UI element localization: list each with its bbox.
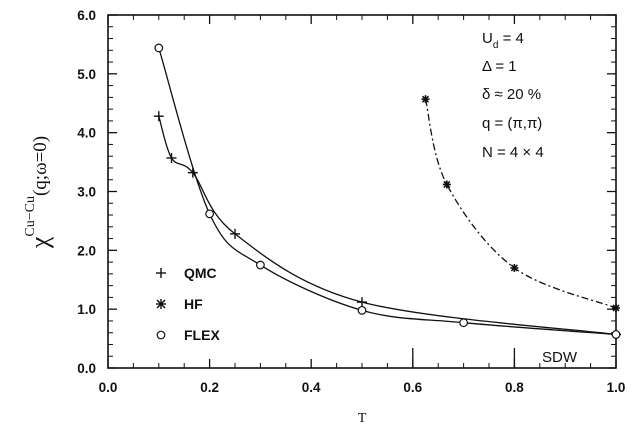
series-line-hf — [424, 98, 617, 309]
x-tick-label-3: 0.6 — [403, 380, 422, 395]
legend-label-hf: HF — [184, 296, 203, 312]
plot-frame — [107, 14, 617, 369]
y-tick-label-4: 4.0 — [77, 126, 96, 141]
legend: QMC HF FLEX — [156, 265, 220, 343]
y-tick-label-1: 1.0 — [77, 302, 96, 317]
legend-label-flex: FLEX — [184, 327, 220, 343]
series-markers — [153, 43, 621, 340]
point-flex-1 — [205, 209, 215, 219]
legend-marker-qmc — [156, 268, 166, 278]
annotation-ud-rest: = 4 — [498, 30, 523, 47]
annotation-n: N = 4 × 4 — [482, 144, 544, 161]
point-qmc-2 — [187, 167, 198, 178]
point-flex-0 — [154, 43, 164, 53]
annotation-ud-sub: d — [493, 40, 499, 51]
series-line-flex — [158, 47, 617, 336]
annotation-q: q = (π,π) — [482, 115, 542, 132]
parameter-annotations: Ud = 4 Δ = 1 δ ≈ 20 % q = (π,π) N = 4 × … — [482, 30, 544, 161]
legend-label-qmc: QMC — [184, 265, 217, 281]
x-tick-label-0: 0.0 — [99, 380, 118, 395]
point-hf-2 — [510, 263, 519, 272]
y-axis-label: χCu−Cu(q;ω=0) — [23, 136, 54, 249]
point-qmc-0 — [153, 111, 164, 122]
annotation-delta: Δ = 1 — [482, 58, 517, 75]
region-label-sdw: SDW — [542, 349, 578, 366]
annotation-ud: Ud = 4 — [482, 30, 524, 51]
point-flex-5 — [611, 330, 621, 339]
point-hf-3 — [612, 303, 620, 312]
point-qmc-3 — [230, 228, 240, 239]
y-axis-label-args: (q;ω=0) — [30, 136, 51, 196]
y-axis-label-main: χ — [25, 236, 54, 249]
x-tick-label-4: 0.8 — [505, 380, 524, 395]
x-axis-label: T — [358, 411, 367, 426]
y-tick-label-6: 6.0 — [77, 8, 96, 23]
annotation-doping: δ ≈ 20 % — [482, 86, 541, 103]
point-hf-0 — [421, 95, 430, 104]
y-tick-label-0: 0.0 — [77, 361, 96, 376]
x-tick-labels: 0.0 0.2 0.4 0.6 0.8 1.0 — [99, 380, 626, 395]
series-lines — [158, 47, 617, 336]
y-tick-label-3: 3.0 — [77, 185, 96, 200]
point-flex-4 — [459, 318, 469, 328]
legend-marker-hf — [156, 299, 166, 309]
point-flex-3 — [357, 305, 367, 315]
series-line-qmc — [158, 116, 617, 336]
point-qmc-1 — [166, 152, 177, 163]
point-qmc-4 — [357, 297, 367, 308]
annotation-ud-main: U — [482, 30, 493, 47]
y-tick-labels: 0.0 1.0 2.0 3.0 4.0 5.0 6.0 — [77, 8, 96, 376]
region-markers — [412, 348, 516, 368]
point-flex-2 — [256, 260, 265, 270]
point-hf-1 — [442, 180, 451, 189]
x-tick-label-2: 0.4 — [302, 380, 321, 395]
axis-ticks — [107, 14, 617, 369]
legend-marker-flex — [156, 330, 166, 340]
x-tick-label-5: 1.0 — [607, 380, 626, 395]
x-tick-label-1: 0.2 — [200, 380, 219, 395]
y-tick-label-5: 5.0 — [77, 67, 96, 82]
y-tick-label-2: 2.0 — [77, 243, 96, 258]
y-axis-label-sup: Cu−Cu — [23, 196, 38, 237]
